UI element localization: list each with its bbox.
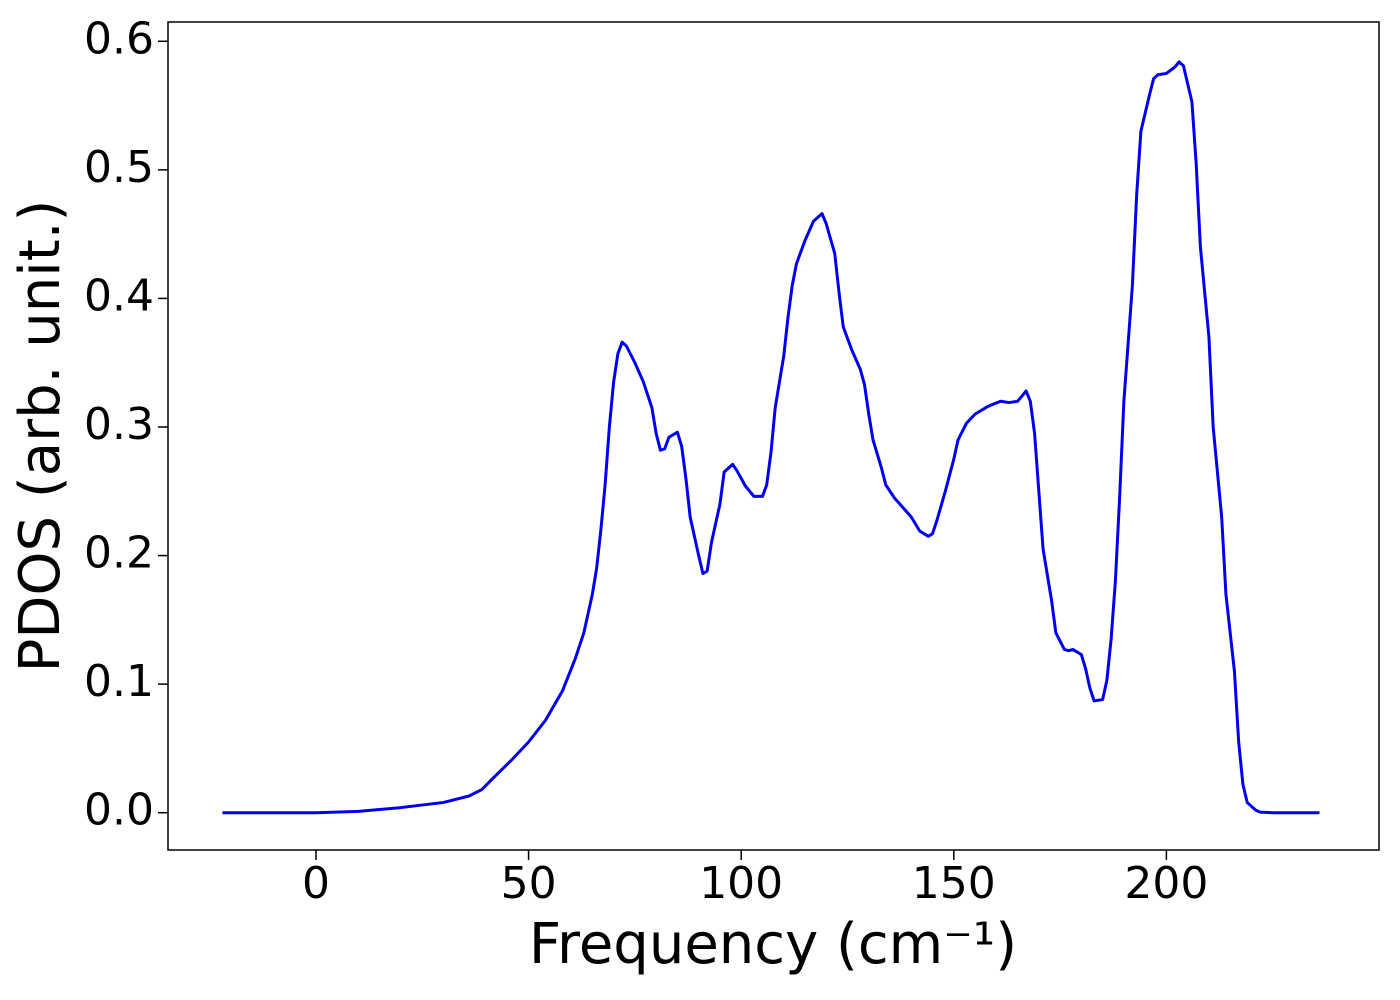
y-tick-label: 0.4 xyxy=(84,270,154,321)
y-tick-label: 0.5 xyxy=(84,142,154,193)
y-axis-label: PDOS (arb. unit.) xyxy=(8,200,73,673)
y-tick-label: 0.6 xyxy=(84,13,154,64)
y-tick-label: 0.0 xyxy=(84,785,154,836)
x-tick-label: 150 xyxy=(912,858,996,909)
y-tick-label: 0.3 xyxy=(84,399,154,450)
y-tick-label: 0.1 xyxy=(84,656,154,707)
x-tick-label: 200 xyxy=(1124,858,1208,909)
x-tick-label: 50 xyxy=(501,858,557,909)
x-tick-label: 0 xyxy=(302,858,330,909)
axes-frame xyxy=(167,21,1380,851)
x-axis-label: Frequency (cm⁻¹) xyxy=(529,912,1017,977)
y-tick-label: 0.2 xyxy=(84,528,154,579)
x-tick-label: 100 xyxy=(699,858,783,909)
line xyxy=(222,60,1320,815)
